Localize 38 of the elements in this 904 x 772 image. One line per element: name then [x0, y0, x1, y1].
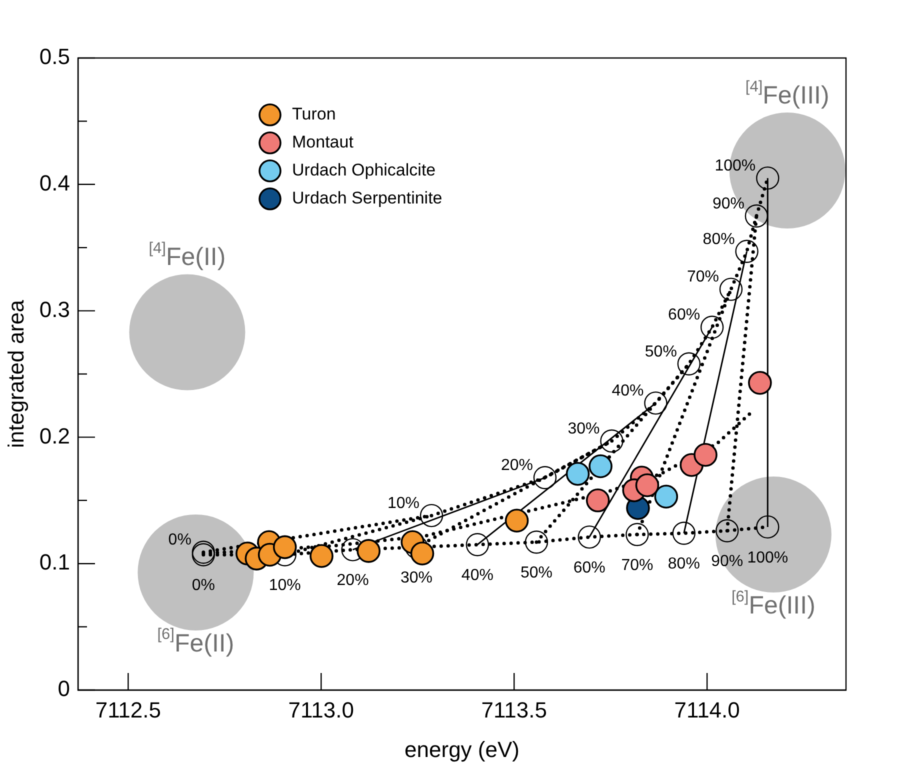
annotation: 30% — [568, 420, 600, 438]
annotation: 30% — [400, 570, 432, 587]
x-tick-label: 7114.0 — [674, 697, 740, 722]
annotation: 90% — [711, 553, 744, 570]
annotation: 20% — [500, 457, 533, 474]
y-tick-label: 0.1 — [39, 550, 70, 575]
annotation: 0% — [192, 577, 215, 594]
annotation: 50% — [644, 343, 677, 360]
annotation: 0% — [168, 532, 192, 549]
legend-label: Turon — [292, 104, 336, 124]
annotation: 10% — [268, 577, 301, 594]
annotation: 40% — [461, 567, 494, 584]
y-tick-label: 0.2 — [39, 423, 70, 448]
x-tick-label: 7113.5 — [481, 697, 547, 722]
legend-label: Urdach Serpentinite — [292, 188, 442, 208]
x-axis-title: energy (eV) — [404, 736, 520, 762]
legend-label: Urdach Ophicalcite — [292, 160, 436, 180]
y-tick-label: 0 — [58, 676, 70, 702]
y-tick-label: 0.4 — [39, 170, 70, 196]
y-tick-label: 0.5 — [39, 44, 70, 70]
y-axis-title: integrated area — [3, 299, 28, 448]
annotation: 80% — [668, 556, 700, 573]
annotation: 80% — [702, 230, 735, 248]
annotation: 100% — [747, 549, 788, 566]
x-tick-label: 7112.5 — [95, 697, 161, 722]
annotation: 20% — [336, 572, 369, 590]
annotation: 90% — [712, 195, 744, 212]
annotation: 70% — [686, 268, 719, 286]
annotation: 100% — [714, 157, 756, 174]
annotation: 50% — [520, 564, 553, 582]
y-tick-label: 0.3 — [39, 296, 70, 322]
x-tick-label: 7113.0 — [288, 697, 354, 722]
annotation: 60% — [668, 306, 700, 324]
annotation: 70% — [621, 556, 654, 574]
annotation: 40% — [612, 382, 644, 400]
annotation: 60% — [573, 559, 606, 576]
legend-label: Montaut — [292, 132, 354, 152]
annotation: 10% — [387, 494, 420, 512]
